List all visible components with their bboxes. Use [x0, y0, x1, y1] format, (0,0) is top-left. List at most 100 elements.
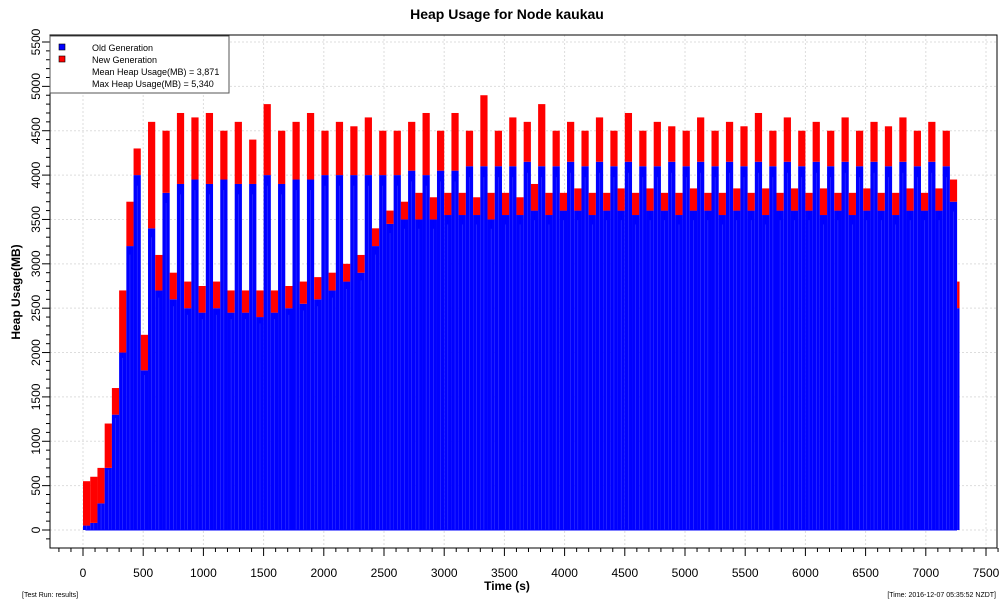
old-generation-bar	[855, 166, 864, 530]
old-generation-bar	[263, 175, 271, 530]
new-generation-bar	[270, 290, 279, 313]
new-generation-bar	[379, 130, 387, 176]
new-generation-bar	[949, 179, 958, 202]
old-generation-bar	[747, 210, 755, 530]
old-generation-bar	[639, 166, 647, 530]
x-tick-label: 5500	[732, 566, 759, 580]
old-generation-bar	[957, 308, 960, 530]
old-generation-bar	[581, 166, 589, 530]
y-tick-label: 1500	[29, 383, 43, 410]
new-generation-bar	[610, 130, 618, 167]
x-tick-label: 7000	[912, 566, 939, 580]
new-generation-bar	[487, 192, 495, 220]
old-generation-bar	[400, 219, 409, 531]
new-generation-bar	[292, 121, 300, 180]
old-generation-bar	[328, 290, 336, 530]
old-generation-bar	[364, 175, 372, 530]
old-generation-bar	[343, 281, 351, 530]
new-generation-bar	[523, 121, 531, 162]
new-generation-bar	[241, 290, 250, 313]
old-generation-bar	[812, 161, 820, 531]
old-generation-bar	[83, 525, 91, 530]
old-generation-bar	[552, 166, 560, 530]
new-generation-bar	[559, 192, 568, 211]
new-generation-bar	[617, 188, 625, 211]
new-generation-bar	[494, 130, 502, 167]
new-generation-bar	[191, 117, 199, 180]
x-axis-label: Time (s)	[484, 579, 530, 593]
footer-time: [Time: 2016-12-07 05:35:52 NZDT]	[887, 592, 996, 599]
new-generation-bar	[733, 188, 741, 211]
old-generation-bar	[762, 215, 770, 530]
y-tick-label: 5000	[29, 73, 43, 100]
y-axis: 0 500 1000 1500 2000 2500 3000 3500 4000 4500 5000…	[29, 28, 50, 540]
old-generation-bar	[675, 215, 683, 530]
old-generation-bar	[371, 246, 380, 530]
old-generation-bar	[90, 522, 98, 530]
new-generation-bar	[660, 192, 669, 211]
data-series	[83, 95, 960, 531]
old-generation-bar	[942, 166, 950, 530]
old-generation-bar	[299, 303, 307, 530]
old-generation-bar	[169, 299, 177, 530]
old-generation-bar	[198, 312, 206, 530]
y-tick-label: 5500	[29, 28, 43, 55]
new-generation-bar	[689, 188, 698, 211]
new-generation-bar	[798, 130, 806, 167]
old-generation-bar	[646, 210, 654, 530]
new-generation-bar	[516, 197, 524, 216]
old-generation-bar	[292, 179, 300, 530]
old-generation-bar	[689, 210, 698, 530]
old-generation-bar	[668, 161, 676, 531]
old-generation-bar	[704, 210, 712, 530]
new-generation-bar	[675, 192, 683, 216]
mean-heap-annotation: Mean Heap Usage(MB) = 3,871	[92, 67, 219, 77]
new-generation-bar	[848, 192, 856, 216]
new-generation-bar	[538, 104, 546, 167]
new-generation-bar	[314, 277, 322, 300]
old-generation-bar	[256, 317, 264, 530]
new-generation-bar	[234, 121, 242, 184]
old-generation-bar	[350, 175, 358, 530]
old-generation-bar	[660, 210, 669, 530]
new-generation-bar	[863, 188, 871, 211]
new-generation-bar	[574, 188, 582, 211]
legend-swatch-new	[58, 55, 66, 63]
new-generation-bar	[812, 121, 820, 162]
old-generation-bar	[393, 175, 401, 530]
new-generation-bar	[697, 117, 705, 162]
old-generation-bar	[516, 215, 524, 530]
new-generation-bar	[213, 281, 221, 309]
y-tick-label: 0	[29, 526, 43, 533]
new-generation-bar	[451, 112, 459, 171]
x-tick-label: 0	[80, 566, 87, 580]
new-generation-bar	[133, 148, 141, 176]
old-generation-bar	[241, 312, 250, 530]
new-generation-bar	[299, 281, 307, 304]
old-generation-bar	[653, 166, 661, 530]
old-generation-bar	[473, 215, 481, 530]
new-generation-bar	[140, 334, 149, 371]
old-generation-bar	[140, 370, 149, 530]
plot-frame	[49, 34, 998, 549]
new-generation-bar	[913, 130, 921, 167]
new-generation-bar	[595, 117, 604, 162]
new-generation-bar	[148, 121, 156, 229]
new-generation-bar	[104, 423, 112, 468]
x-tick-label: 3000	[431, 566, 458, 580]
old-generation-bar	[783, 161, 791, 531]
new-generation-bar	[892, 192, 900, 216]
old-generation-bar	[234, 183, 242, 531]
new-generation-bar	[83, 481, 91, 526]
old-generation-bar	[538, 166, 546, 530]
old-generation-bar	[205, 183, 214, 531]
new-generation-bar	[436, 130, 445, 171]
old-generation-bar	[162, 192, 170, 530]
old-generation-bar	[184, 308, 192, 530]
y-tick-label: 4500	[29, 117, 43, 144]
new-generation-bar	[870, 121, 878, 162]
new-generation-bar	[176, 112, 185, 184]
new-generation-bar	[227, 290, 235, 313]
old-generation-bar	[415, 219, 423, 531]
new-generation-bar	[343, 263, 351, 282]
